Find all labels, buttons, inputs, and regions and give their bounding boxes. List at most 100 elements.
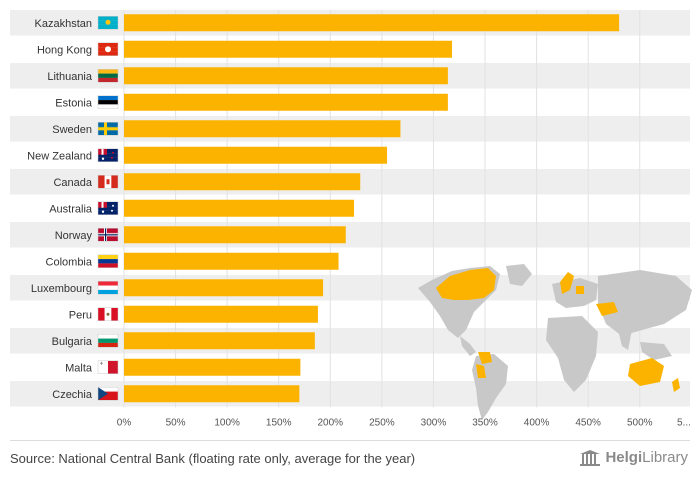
- bar: [124, 358, 301, 376]
- x-tick-label: 50%: [166, 418, 186, 429]
- category-label: Estonia: [55, 97, 93, 109]
- bars: [124, 14, 620, 403]
- bar: [124, 173, 361, 191]
- flag-icon: [97, 228, 119, 242]
- bar: [124, 226, 346, 244]
- category-label: Peru: [69, 309, 92, 321]
- world-map-illustration: [418, 264, 692, 420]
- category-label: Lithuania: [47, 71, 93, 83]
- bar: [124, 385, 300, 403]
- x-tick-label: 300%: [421, 418, 447, 429]
- map-central-america: [460, 336, 476, 356]
- flag-border: [97, 307, 119, 321]
- category-labels: Kazakhstan Hong Kong Lithuania Estonia Swede…: [27, 18, 93, 401]
- map-new-zealand: [672, 378, 680, 392]
- map-kazakhstan: [596, 302, 618, 316]
- category-label: Kazakhstan: [35, 18, 92, 30]
- flag-border: [97, 175, 119, 189]
- bar: [124, 305, 318, 323]
- flag-border: [97, 42, 119, 56]
- x-tick-label: 0%: [117, 418, 132, 429]
- bar: [124, 67, 448, 85]
- x-tick-label: 150%: [266, 418, 292, 429]
- category-label: Luxembourg: [31, 283, 92, 295]
- map-greenland: [506, 264, 532, 286]
- flag-border: [97, 228, 119, 242]
- map-australia: [628, 358, 664, 386]
- map-india: [618, 330, 632, 350]
- category-label: Malta: [65, 362, 93, 374]
- bar: [124, 199, 355, 217]
- flag-border: [97, 148, 119, 162]
- flag-border: [97, 387, 119, 401]
- x-tick-label: 350%: [472, 418, 498, 429]
- flag-border: [97, 254, 119, 268]
- library-columns-icon: [580, 449, 601, 466]
- map-canada: [436, 268, 496, 300]
- map-africa: [546, 316, 598, 392]
- bar: [124, 146, 388, 164]
- flag-icon: [97, 387, 119, 401]
- flag-icon: [97, 254, 119, 268]
- flag-icon: [97, 42, 119, 56]
- flag-border: [97, 69, 119, 83]
- flag-icon: [97, 307, 119, 321]
- brand-name-bold: Helgi: [605, 449, 643, 466]
- flag-icon: [97, 148, 119, 162]
- flag-icon: [97, 69, 119, 83]
- category-label: Norway: [55, 230, 93, 242]
- brand-logo[interactable]: HelgiLibrary: [579, 449, 688, 466]
- category-label: Czechia: [52, 389, 93, 401]
- bar: [124, 93, 448, 111]
- category-label: Hong Kong: [37, 44, 92, 56]
- map-south-america: [472, 354, 508, 420]
- flag-icon: [97, 175, 119, 189]
- map-baltics: [576, 286, 584, 294]
- x-tick-label: 100%: [214, 418, 240, 429]
- footer-divider: [10, 440, 690, 441]
- flag-border: [97, 360, 119, 374]
- row-band: [10, 222, 690, 248]
- brand-name-regular: Library: [642, 449, 688, 466]
- source-note: Source: National Central Bank (floating …: [10, 451, 416, 466]
- flag-border: [97, 281, 119, 295]
- flag-icon: [97, 95, 119, 109]
- x-axis-ticks: 0% 50% 100% 150% 200% 250% 300% 350% 400% 450% 500…: [117, 418, 691, 429]
- bar: [124, 279, 324, 297]
- flag-icon: [97, 334, 119, 348]
- bar-chart: Kazakhstan Hong Kong Lithuania Estonia Swede…: [10, 10, 692, 429]
- flag-icon: [97, 281, 119, 295]
- category-label: Bulgaria: [52, 336, 93, 348]
- flag-icon: [97, 122, 119, 136]
- map-scandinavia: [560, 272, 574, 294]
- flag-icon: [97, 360, 119, 374]
- x-tick-label: 5...: [677, 418, 691, 429]
- category-label: Colombia: [46, 256, 93, 268]
- flag-icon: [97, 16, 119, 30]
- bar: [124, 252, 339, 270]
- bar: [124, 40, 453, 58]
- category-label: Australia: [49, 203, 93, 215]
- category-label: Canada: [53, 177, 92, 189]
- category-label: Sweden: [52, 124, 92, 136]
- flag-border: [97, 201, 119, 215]
- bar: [124, 332, 315, 350]
- x-tick-label: 450%: [575, 418, 601, 429]
- x-tick-label: 400%: [524, 418, 550, 429]
- map-peru: [476, 364, 486, 378]
- map-se-asia: [640, 342, 672, 360]
- flag-border: [97, 122, 119, 136]
- x-tick-label: 250%: [369, 418, 395, 429]
- x-tick-label: 500%: [627, 418, 653, 429]
- bar: [124, 120, 401, 138]
- flags: [97, 16, 119, 401]
- bar: [124, 14, 620, 32]
- flag-border: [97, 334, 119, 348]
- flag-border: [97, 95, 119, 109]
- flag-icon: [97, 201, 119, 215]
- flag-border: [97, 16, 119, 30]
- x-tick-label: 200%: [318, 418, 344, 429]
- map-asia: [598, 270, 692, 336]
- category-label: New Zealand: [27, 150, 92, 162]
- map-colombia: [478, 352, 492, 364]
